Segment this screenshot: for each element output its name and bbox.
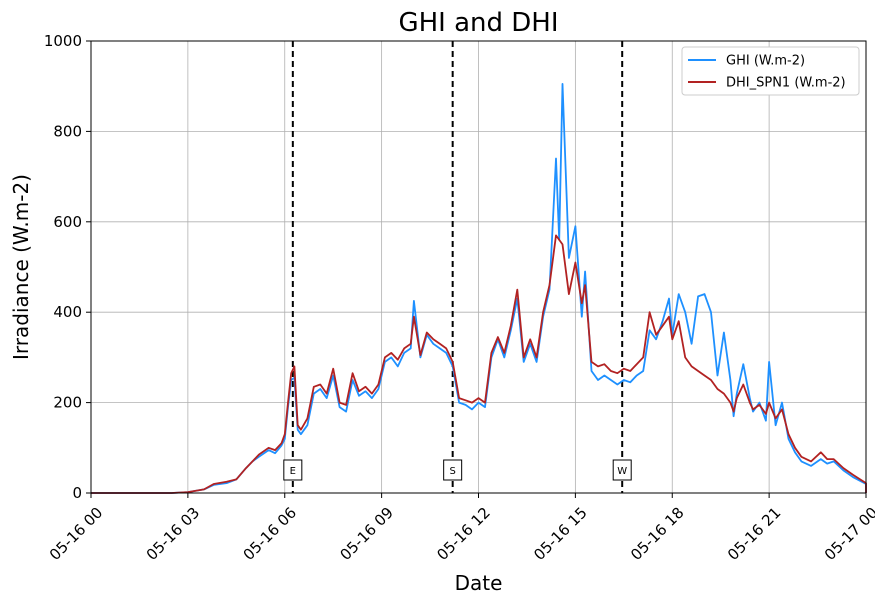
y-axis-ticks: 0 200 400 600 800 1000 bbox=[44, 32, 91, 502]
y-tick-label: 600 bbox=[53, 213, 82, 231]
marker-box-e bbox=[283, 459, 303, 481]
marker-label-w: W bbox=[617, 466, 627, 477]
legend: GHI (W.m-2) DHI_SPN1 (W.m-2) bbox=[681, 46, 860, 96]
chart-title: GHI and DHI bbox=[398, 8, 558, 38]
legend-label: DHI_SPN1 (W.m-2) bbox=[726, 76, 846, 91]
y-tick-label: 0 bbox=[72, 484, 82, 502]
marker-label-e: E bbox=[290, 466, 296, 477]
y-tick-label: 800 bbox=[53, 122, 82, 140]
marker-box-s bbox=[443, 459, 463, 481]
marker-box-w bbox=[612, 459, 632, 481]
y-tick-label: 400 bbox=[53, 303, 82, 321]
marker-label-s: S bbox=[449, 466, 455, 477]
y-tick-label: 1000 bbox=[44, 32, 82, 50]
series-group bbox=[91, 83, 867, 494]
series-line-dhi bbox=[91, 234, 867, 494]
legend-label: GHI (W.m-2) bbox=[726, 54, 805, 69]
legend-box bbox=[681, 46, 860, 96]
y-tick-label: 200 bbox=[53, 394, 82, 412]
y-axis-title: Irradiance (W.m-2) bbox=[9, 174, 33, 360]
x-axis-title: Date bbox=[455, 571, 503, 595]
